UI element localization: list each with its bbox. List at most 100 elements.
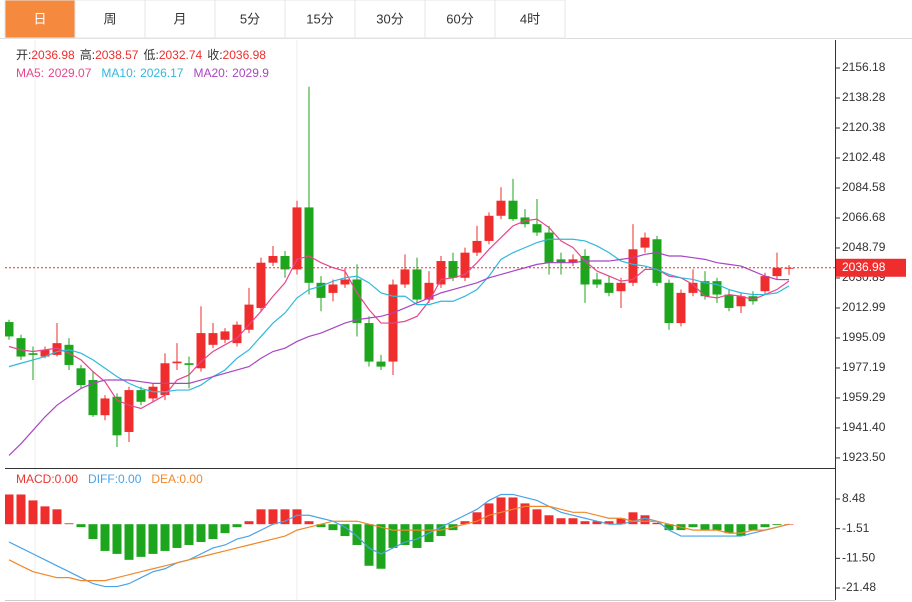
last-price-label: 2036.98 [842, 260, 886, 274]
macd-bar [400, 524, 410, 545]
tab-label[interactable]: 30分 [376, 11, 403, 26]
macd-bar [508, 497, 518, 525]
candle-body [736, 296, 746, 307]
candle-body [88, 380, 98, 416]
macd-bar [136, 524, 146, 557]
candle-body [220, 331, 230, 340]
y-tick-label: 2084.58 [842, 180, 886, 194]
candle-body [700, 281, 710, 297]
y-tick-label: 2066.68 [842, 210, 886, 224]
legend-value: 2026.17 [140, 66, 184, 80]
tab-label[interactable]: 周 [103, 11, 116, 26]
macd-legend: MACD:0.00 DIFF:0.00 DEA:0.00 [16, 472, 203, 486]
macd-bar [760, 524, 770, 528]
macd-bar [376, 524, 386, 569]
macd-bar [592, 521, 602, 525]
y-tick-label: 1995.09 [842, 330, 886, 344]
tab[interactable] [284, 0, 356, 39]
info-key: 高: [80, 47, 95, 62]
candle-body [472, 240, 482, 253]
macd-bar [532, 509, 542, 525]
y-tick-label: 2120.38 [842, 120, 886, 134]
y-tick-label: 2102.48 [842, 150, 886, 164]
macd-bar [148, 524, 158, 554]
macd-bar [40, 506, 50, 525]
candle-body [340, 279, 350, 285]
candle-body [352, 279, 362, 324]
candle-body [5, 322, 14, 337]
tab-label[interactable]: 4时 [520, 11, 540, 26]
macd-bar [652, 522, 662, 525]
macd-line [8, 493, 790, 588]
candle-body [244, 304, 254, 330]
candle-body [208, 333, 218, 345]
axis: 2156.18 2138.28 2120.38 2102.48 2084.58 2066.… [835, 60, 906, 594]
candle-body [724, 294, 734, 308]
candle-body [292, 207, 302, 270]
legend-value: 2029.07 [48, 66, 92, 80]
macd-bar [52, 509, 62, 525]
y-tick-label: -1.51 [842, 521, 870, 535]
candle-body [316, 282, 326, 298]
candle-body [436, 261, 446, 285]
candle-body [172, 361, 182, 364]
y-tick-label: 2138.28 [842, 90, 886, 104]
y-tick-label: -11.50 [842, 551, 875, 565]
macd-bar [520, 503, 530, 525]
macd-bar [604, 521, 614, 525]
legend-value: 2029.9 [232, 66, 269, 80]
macd-bar [316, 524, 326, 528]
candle-body [28, 353, 38, 355]
y-tick-label: 1941.40 [842, 420, 886, 434]
y-tick-label: 2012.99 [842, 300, 886, 314]
candle-body [304, 207, 314, 283]
macd-bar [736, 524, 746, 537]
y-tick-label: 8.48 [842, 491, 866, 505]
macd-bar [412, 524, 422, 548]
candle-body [508, 200, 518, 220]
candle-body [772, 267, 782, 277]
y-tick-label: -21.48 [842, 580, 876, 594]
ma-line [8, 238, 790, 393]
candle-body [664, 282, 674, 324]
candle-body [424, 282, 434, 300]
macd-bar [724, 524, 734, 534]
y-tick-label: 1923.50 [842, 450, 886, 464]
macd-bar [256, 509, 266, 525]
candle-body [160, 363, 170, 396]
info-key: 开: [16, 48, 31, 62]
tab[interactable] [4, 0, 76, 39]
info-value: 2032.74 [159, 48, 203, 62]
tab-label[interactable]: 60分 [446, 11, 473, 26]
macd-bar [280, 509, 290, 525]
macd-line [8, 505, 790, 582]
macd-bar [244, 521, 254, 525]
tab-label[interactable]: 月 [173, 11, 186, 26]
macd-bar [88, 524, 98, 540]
candle-body [568, 259, 578, 263]
y-tick-label: 1959.29 [842, 390, 886, 404]
macd-bar [712, 524, 722, 531]
macd-bar [460, 521, 470, 525]
candle-body [688, 282, 698, 293]
legend-name: DEA: [151, 472, 179, 486]
candle-body [676, 292, 686, 324]
macd-bar [364, 524, 374, 566]
macd-bar [184, 524, 194, 545]
legend-value: 0.00 [179, 472, 203, 486]
candle-body [364, 323, 374, 362]
macd-bar [16, 494, 26, 525]
candle-body [280, 256, 290, 270]
macd-bar [556, 518, 566, 525]
tab[interactable] [494, 0, 566, 39]
legend-name: DIFF: [88, 472, 118, 486]
tab-label[interactable]: 日 [33, 11, 46, 26]
candle-body [628, 249, 638, 283]
y-tick-label: 2156.18 [842, 60, 886, 74]
candle-body [532, 224, 542, 233]
tab-label[interactable]: 5分 [240, 11, 260, 26]
macd-bar [172, 524, 182, 548]
tab-label[interactable]: 15分 [306, 11, 333, 26]
legend-name: MA5: [16, 66, 44, 80]
candle-body [112, 396, 122, 436]
